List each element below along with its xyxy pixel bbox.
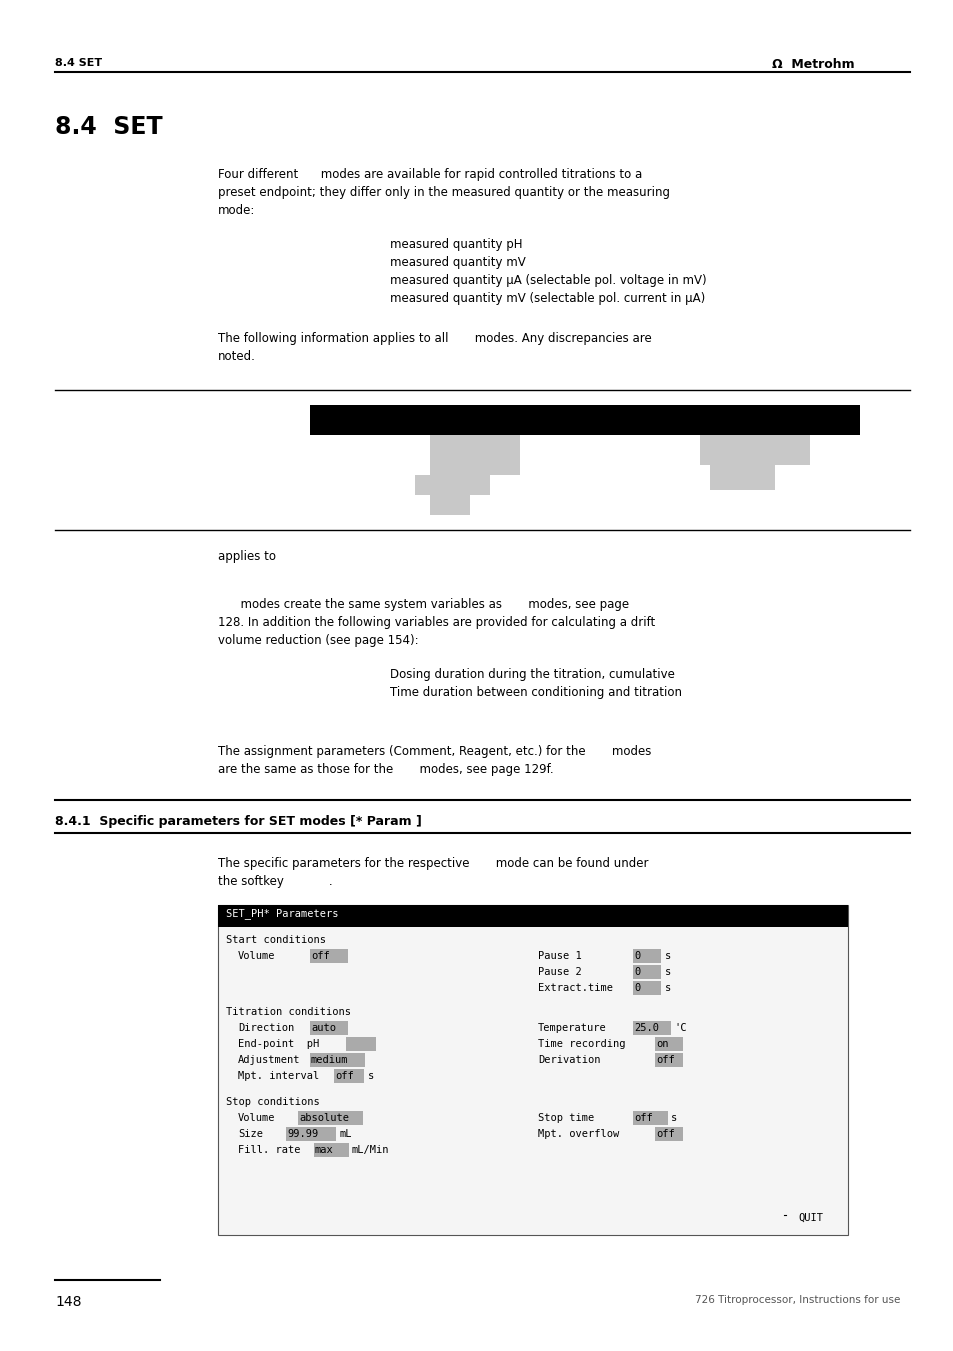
Bar [655,1038,682,1051]
Text: Size: Size [237,1129,263,1139]
Text: 0: 0 [634,967,639,977]
Bar [430,435,519,476]
Text: 8.4.1  Specific parameters for SET modes [* Param ]: 8.4.1 Specific parameters for SET modes … [55,815,421,828]
Bar [297,1111,363,1125]
Text: 148: 148 [55,1296,81,1309]
Bar [633,1111,667,1125]
Text: The specific parameters for the respective       mode can be found under: The specific parameters for the respecti… [218,857,648,870]
Text: SET_PH* Parameters: SET_PH* Parameters [226,908,338,919]
Text: Dosing duration during the titration, cumulative: Dosing duration during the titration, cu… [390,667,674,681]
Text: Stop time: Stop time [537,1113,594,1123]
Text: measured quantity μA (selectable pol. voltage in mV): measured quantity μA (selectable pol. vo… [390,274,706,286]
Text: auto: auto [311,1023,335,1034]
Text: Mpt. overflow: Mpt. overflow [537,1129,618,1139]
Text: measured quantity mV: measured quantity mV [390,255,525,269]
Bar [415,476,490,494]
Text: Titration conditions: Titration conditions [226,1006,351,1017]
Text: applies to: applies to [218,550,275,563]
Text: 0: 0 [634,951,639,961]
Text: Volume: Volume [237,1113,275,1123]
Bar [633,981,660,994]
Text: the softkey            .: the softkey . [218,875,333,888]
Bar [655,1052,682,1067]
Text: Extract.time: Extract.time [537,984,613,993]
Text: Fill. rate: Fill. rate [237,1146,300,1155]
Bar [633,948,660,963]
Text: off: off [656,1055,674,1065]
Text: Start conditions: Start conditions [226,935,326,944]
Text: on: on [656,1039,668,1048]
Text: The following information applies to all       modes. Any discrepancies are: The following information applies to all… [218,332,651,345]
Bar [709,465,774,490]
Text: 8.4  SET: 8.4 SET [55,115,162,139]
Text: Stop conditions: Stop conditions [226,1097,319,1106]
Bar [310,948,348,963]
Text: Direction: Direction [237,1023,294,1034]
Text: Mpt. interval: Mpt. interval [237,1071,319,1081]
Text: medium: medium [311,1055,348,1065]
Text: mode:: mode: [218,204,255,218]
Bar [430,494,470,515]
Text: Pause 2: Pause 2 [537,967,581,977]
Text: s: s [664,951,671,961]
Text: are the same as those for the       modes, see page 129f.: are the same as those for the modes, see… [218,763,553,775]
Text: off: off [656,1129,674,1139]
Bar [218,905,847,927]
Text: noted.: noted. [218,350,255,363]
Text: off: off [335,1071,354,1081]
Text: s: s [664,984,671,993]
Bar [334,1069,364,1084]
Text: measured quantity pH: measured quantity pH [390,238,522,251]
Text: Ω  Metrohm: Ω Metrohm [772,58,854,72]
Text: modes create the same system variables as       modes, see page: modes create the same system variables a… [218,598,628,611]
Bar [310,1021,348,1035]
Text: 128. In addition the following variables are provided for calculating a drift: 128. In addition the following variables… [218,616,655,630]
Text: 'C: 'C [673,1023,686,1034]
Bar [286,1127,335,1142]
Text: Time duration between conditioning and titration: Time duration between conditioning and t… [390,686,681,698]
Text: 8.4 SET: 8.4 SET [55,58,102,68]
Bar [633,965,660,979]
Text: max: max [314,1146,334,1155]
Text: Volume: Volume [237,951,275,961]
Bar [655,1127,682,1142]
Text: End-point  pH: End-point pH [237,1039,319,1048]
Text: s: s [664,967,671,977]
Text: Four different      modes are available for rapid controlled titrations to a: Four different modes are available for r… [218,168,641,181]
Text: Time recording: Time recording [537,1039,625,1048]
Bar [346,1038,375,1051]
Text: mL: mL [339,1129,352,1139]
Bar [310,1052,365,1067]
Text: 25.0: 25.0 [634,1023,659,1034]
Bar [700,435,809,465]
Text: off: off [311,951,330,961]
Text: s: s [670,1113,677,1123]
Bar [314,1143,349,1156]
Text: absolute: absolute [298,1113,349,1123]
Text: mL/Min: mL/Min [352,1146,389,1155]
Bar [218,905,847,1235]
Text: 726 Titroprocessor, Instructions for use: 726 Titroprocessor, Instructions for use [694,1296,899,1305]
Text: 99.99: 99.99 [287,1129,318,1139]
Text: s: s [368,1071,374,1081]
Text: Derivation: Derivation [537,1055,599,1065]
Text: measured quantity mV (selectable pol. current in μA): measured quantity mV (selectable pol. cu… [390,292,704,305]
Text: volume reduction (see page 154):: volume reduction (see page 154): [218,634,418,647]
Text: off: off [634,1113,652,1123]
Text: 0: 0 [634,984,639,993]
Text: Pause 1: Pause 1 [537,951,581,961]
Text: Adjustment: Adjustment [237,1055,300,1065]
Bar [633,1021,670,1035]
Text: Temperature: Temperature [537,1023,606,1034]
Text: The assignment parameters (Comment, Reagent, etc.) for the       modes: The assignment parameters (Comment, Reag… [218,744,651,758]
Text: preset endpoint; they differ only in the measured quantity or the measuring: preset endpoint; they differ only in the… [218,186,669,199]
Text: QUIT: QUIT [797,1213,822,1223]
Bar [310,405,859,435]
